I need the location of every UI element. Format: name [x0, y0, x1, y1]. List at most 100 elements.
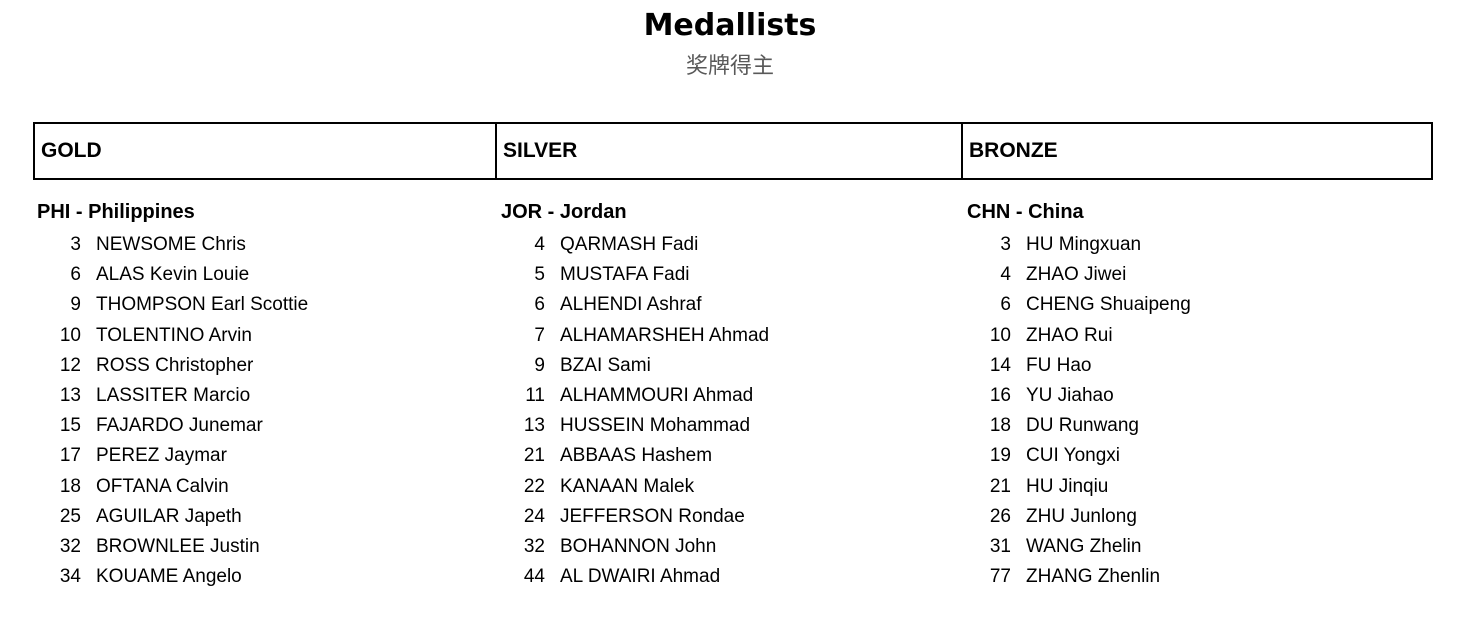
- player-row: 18 DU Runwang: [967, 411, 1433, 441]
- player-number: 14: [989, 354, 1011, 376]
- player-name: HU Mingxuan: [1026, 234, 1142, 255]
- player-name: AL DWAIRI Ahmad: [560, 566, 721, 588]
- player-row: 7 ALHAMARSHEH Ahmad: [501, 321, 963, 351]
- player-number: 44: [523, 566, 545, 588]
- player-number: 77: [989, 566, 1011, 588]
- player-name: ZHAO Rui: [1026, 324, 1113, 346]
- player-row: 32 BOHANNON John: [501, 532, 963, 562]
- player-number: 34: [59, 566, 81, 588]
- player-row: 9 THOMPSON Earl Scottie: [37, 290, 497, 320]
- player-number: 10: [989, 324, 1011, 346]
- medal-header-row: GOLD SILVER BRONZE: [33, 122, 1433, 180]
- medal-column-gold: PHI - Philippines 3 NEWSOME Chris 6 ALAS Kev…: [33, 197, 497, 592]
- player-name: ALHAMMOURI Ahmad: [560, 384, 754, 406]
- player-row: 4 QARMASH Fadi: [501, 230, 963, 260]
- player-name: ZHU Junlong: [1026, 505, 1137, 527]
- player-number: 3: [70, 234, 81, 255]
- player-number: 25: [59, 505, 81, 527]
- player-name: ZHANG Zhenlin: [1026, 566, 1161, 588]
- player-number: 21: [989, 475, 1011, 497]
- player-row: 77 ZHANG Zhenlin: [967, 562, 1433, 592]
- player-row: 16 YU Jiahao: [967, 381, 1433, 411]
- player-number: 15: [59, 415, 81, 437]
- player-name: DU Runwang: [1026, 415, 1139, 437]
- player-row: 31 WANG Zhelin: [967, 532, 1433, 562]
- player-name: ZHAO Jiwei: [1026, 264, 1127, 286]
- player-name: ALHAMARSHEH Ahmad: [560, 324, 770, 346]
- player-number: 31: [989, 535, 1011, 557]
- medal-column-silver: JOR - Jordan 4 QARMASH Fadi 5 MUSTAFA Fadi 6 A…: [497, 197, 963, 592]
- player-name: BOHANNON John: [560, 535, 717, 557]
- player-number: 10: [59, 324, 81, 346]
- player-row: 24 JEFFERSON Rondae: [501, 502, 963, 532]
- player-row: 4 ZHAO Jiwei: [967, 260, 1433, 290]
- player-row: 6 ALAS Kevin Louie: [37, 260, 497, 290]
- player-name: MUSTAFA Fadi: [560, 264, 690, 286]
- player-row: 14 FU Hao: [967, 351, 1433, 381]
- page-title: Medallists: [643, 8, 817, 43]
- team-name: JOR - Jordan: [501, 201, 627, 223]
- player-row: 26 ZHU Junlong: [967, 502, 1433, 532]
- player-row: 22 KANAAN Malek: [501, 472, 963, 502]
- player-number: 21: [523, 445, 545, 467]
- player-number: 13: [523, 415, 545, 437]
- player-number: 22: [523, 475, 545, 497]
- player-row: 32 BROWNLEE Justin: [37, 532, 497, 562]
- player-name: ABBAAS Hashem: [560, 445, 713, 467]
- player-name: HU Jinqiu: [1026, 475, 1109, 497]
- player-row: 15 FAJARDO Junemar: [37, 411, 497, 441]
- player-name: ALAS Kevin Louie: [96, 264, 250, 286]
- player-number: 18: [989, 415, 1011, 437]
- player-name: BZAI Sami: [560, 354, 651, 376]
- player-number: 6: [1000, 294, 1011, 316]
- player-name: FU Hao: [1026, 354, 1092, 376]
- medal-header-silver: SILVER: [497, 122, 963, 180]
- medal-header-gold: GOLD: [33, 122, 497, 180]
- player-row: 5 MUSTAFA Fadi: [501, 260, 963, 290]
- player-name: WANG Zhelin: [1026, 535, 1142, 557]
- player-name: BROWNLEE Justin: [96, 535, 260, 557]
- medal-column-bronze: CHN - China 3 HU Mingxuan 4 ZHAO Jiwei 6 CHENG…: [963, 197, 1433, 592]
- player-number: 7: [534, 324, 545, 346]
- team-name: CHN - China: [967, 201, 1084, 223]
- player-number: 4: [1000, 264, 1011, 286]
- player-name: ALHENDI Ashraf: [560, 294, 702, 316]
- player-name: CUI Yongxi: [1026, 445, 1121, 467]
- player-row: 17 PEREZ Jaymar: [37, 441, 497, 471]
- player-name: QARMASH Fadi: [560, 234, 699, 255]
- player-row: 3 NEWSOME Chris: [37, 230, 497, 260]
- player-number: 12: [59, 354, 81, 376]
- player-name: KOUAME Angelo: [96, 566, 242, 588]
- player-row: 44 AL DWAIRI Ahmad: [501, 562, 963, 592]
- player-row: 13 HUSSEIN Mohammad: [501, 411, 963, 441]
- player-number: 11: [525, 384, 545, 406]
- player-number: 13: [59, 384, 81, 406]
- player-name: YU Jiahao: [1026, 384, 1114, 406]
- player-row: 3 HU Mingxuan: [967, 230, 1433, 260]
- player-name: LASSITER Marcio: [96, 384, 251, 406]
- player-number: 32: [523, 535, 545, 557]
- player-number: 3: [1000, 234, 1011, 255]
- player-name: FAJARDO Junemar: [96, 415, 263, 437]
- player-number: 6: [534, 294, 545, 316]
- player-name: TOLENTINO Arvin: [96, 324, 252, 346]
- player-name: THOMPSON Earl Scottie: [96, 294, 309, 316]
- player-row: 9 BZAI Sami: [501, 351, 963, 381]
- player-row: 6 CHENG Shuaipeng: [967, 290, 1433, 320]
- player-name: JEFFERSON Rondae: [560, 505, 745, 527]
- player-row: 25 AGUILAR Japeth: [37, 502, 497, 532]
- player-number: 5: [534, 264, 545, 286]
- player-number: 4: [534, 234, 545, 255]
- player-number: 19: [989, 445, 1011, 467]
- player-name: NEWSOME Chris: [96, 234, 246, 255]
- medal-columns: PHI - Philippines 3 NEWSOME Chris 6 ALAS Kev…: [33, 197, 1433, 592]
- player-row: 21 HU Jinqiu: [967, 472, 1433, 502]
- player-row: 12 ROSS Christopher: [37, 351, 497, 381]
- player-name: HUSSEIN Mohammad: [560, 415, 751, 437]
- player-name: KANAAN Malek: [560, 475, 695, 497]
- player-number: 16: [989, 384, 1011, 406]
- player-row: 11 ALHAMMOURI Ahmad: [501, 381, 963, 411]
- player-name: CHENG Shuaipeng: [1026, 294, 1191, 316]
- player-name: AGUILAR Japeth: [96, 505, 242, 527]
